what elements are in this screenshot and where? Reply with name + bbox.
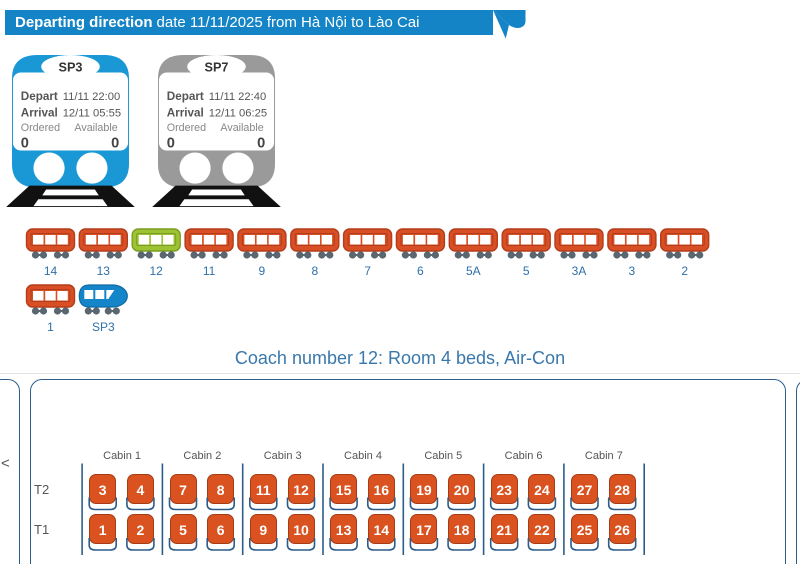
svg-text:Depart: Depart xyxy=(167,90,204,103)
svg-text:0: 0 xyxy=(21,136,29,152)
svg-text:Depart: Depart xyxy=(21,90,58,103)
svg-text:0: 0 xyxy=(111,136,119,152)
svg-text:Available: Available xyxy=(74,122,117,134)
svg-text:Ordered: Ordered xyxy=(167,122,206,134)
svg-text:0: 0 xyxy=(167,136,175,152)
svg-text:Arrival: Arrival xyxy=(167,106,204,119)
svg-text:11/11 22:40: 11/11 22:40 xyxy=(209,91,267,103)
svg-text:SP7: SP7 xyxy=(205,61,229,75)
svg-text:SP3: SP3 xyxy=(59,61,83,75)
svg-text:12/11 05:55: 12/11 05:55 xyxy=(63,107,121,119)
svg-text:Available: Available xyxy=(220,122,263,134)
svg-text:12/11 06:25: 12/11 06:25 xyxy=(209,107,267,119)
svg-text:0: 0 xyxy=(257,136,265,152)
svg-text:Ordered: Ordered xyxy=(21,122,60,134)
svg-text:Arrival: Arrival xyxy=(21,106,58,119)
svg-text:11/11 22:00: 11/11 22:00 xyxy=(63,91,121,103)
